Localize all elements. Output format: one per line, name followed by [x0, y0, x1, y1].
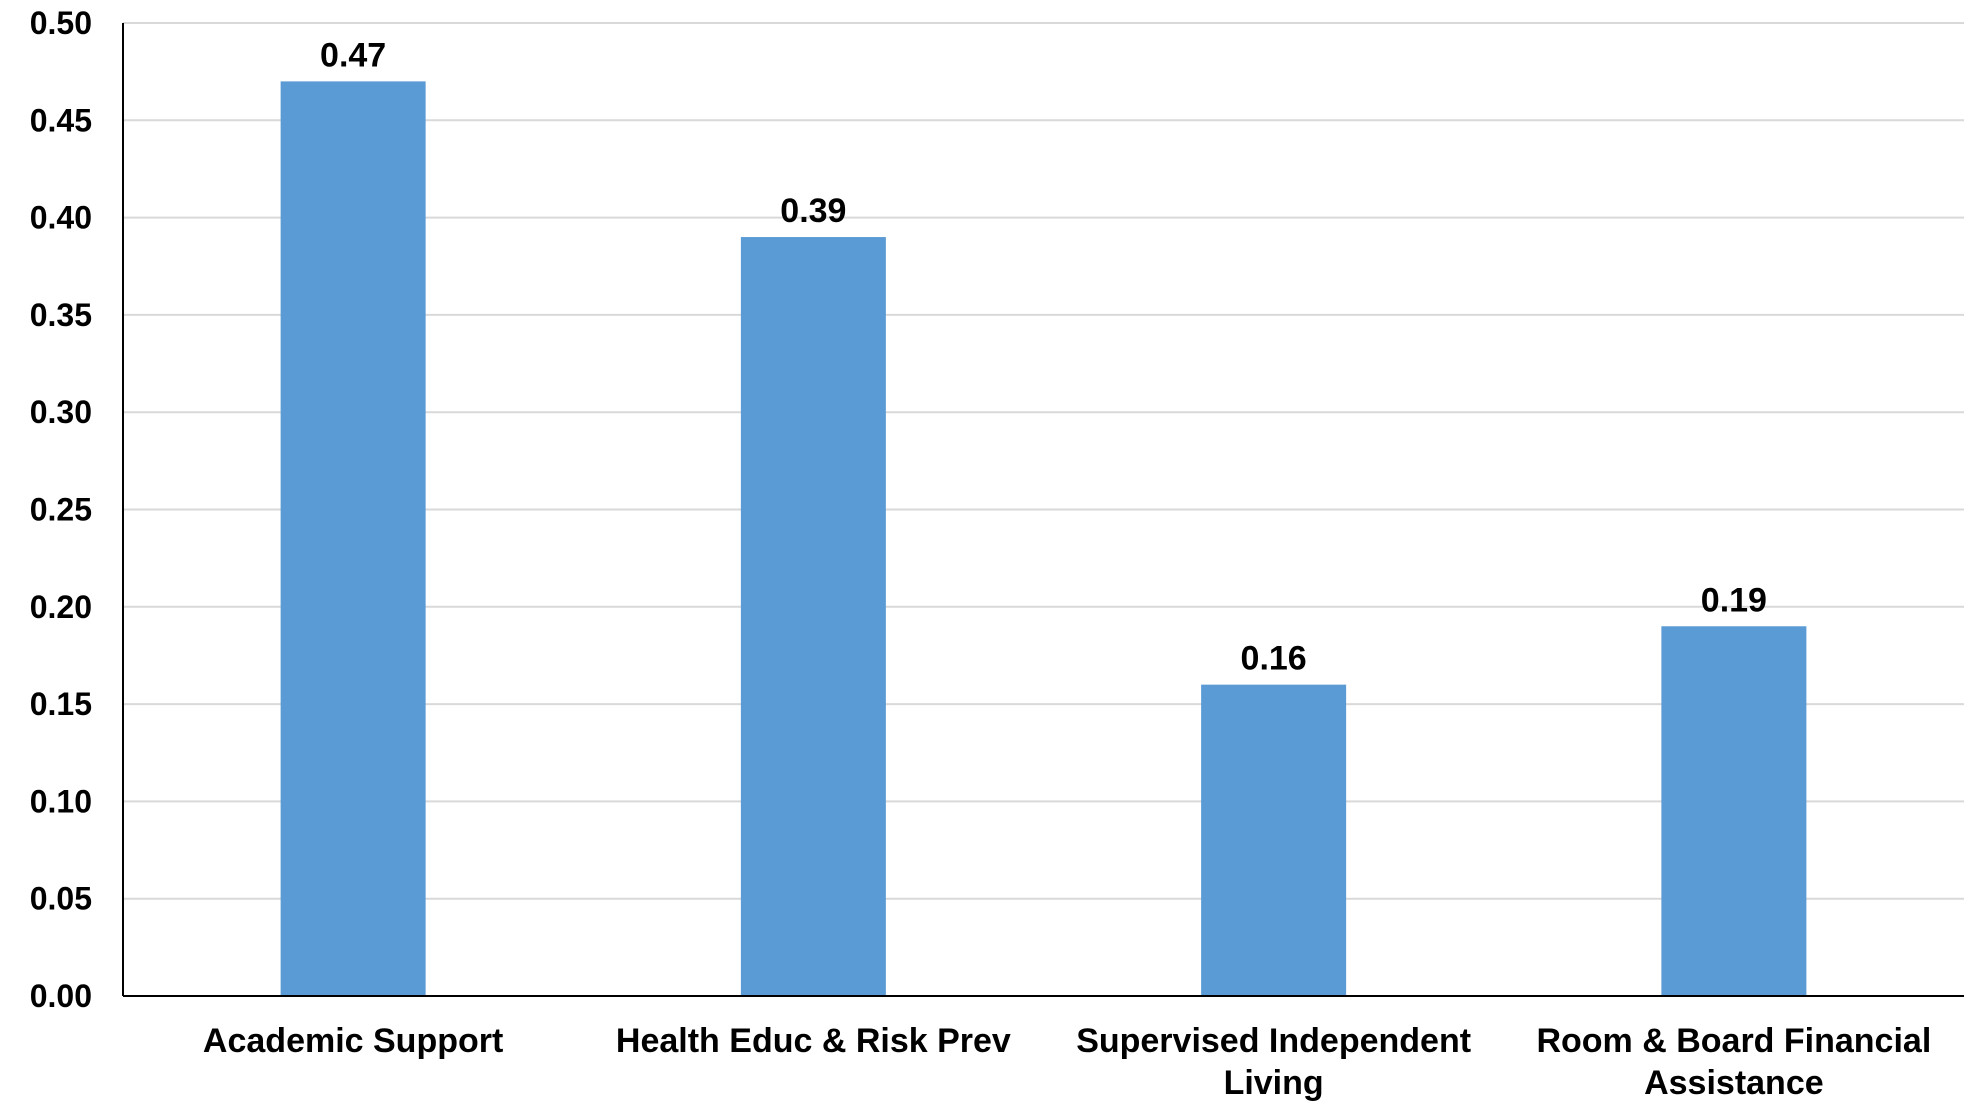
- x-tick-label: Room & Board Financial Assistance: [1536, 1022, 1931, 1102]
- data-label: 0.19: [1701, 581, 1767, 619]
- x-tick-label: Health Educ & Risk Prev: [616, 1022, 1011, 1060]
- y-tick-label: 0.00: [30, 978, 92, 1014]
- y-tick-label: 0.35: [30, 297, 92, 333]
- y-tick-label: 0.30: [30, 394, 92, 430]
- data-labels: 0.47 0.39 0.16 0.19: [320, 36, 1767, 677]
- bar: [1201, 684, 1347, 996]
- y-tick-label: 0.45: [30, 102, 92, 138]
- x-tick-label-line: Health Educ & Risk Prev: [616, 1022, 1011, 1060]
- y-axis: 0.00 0.05 0.10 0.15 0.20 0.25 0.30 0.35 0.40 0.45…: [30, 5, 124, 1014]
- y-tick-label: 0.10: [30, 783, 92, 819]
- x-tick-label: Supervised Independent Living: [1076, 1022, 1471, 1102]
- bars: [280, 81, 1807, 996]
- x-tick-label-line: Assistance: [1644, 1064, 1824, 1102]
- bar: [280, 81, 426, 996]
- y-tick-label: 0.50: [30, 5, 92, 41]
- y-tick-label: 0.15: [30, 686, 92, 722]
- x-axis: Academic Support Health Educ & Risk Prev S…: [123, 995, 1964, 1102]
- x-tick-label-line: Living: [1224, 1064, 1324, 1102]
- y-tick-label: 0.05: [30, 881, 92, 917]
- bar: [740, 237, 886, 996]
- data-label: 0.39: [780, 192, 846, 230]
- x-tick-label-line: Supervised Independent: [1076, 1022, 1471, 1060]
- bar: [1661, 626, 1807, 996]
- data-label: 0.16: [1241, 640, 1307, 678]
- x-tick-label-line: Room & Board Financial: [1536, 1022, 1931, 1060]
- x-tick-label-line: Academic Support: [203, 1022, 503, 1060]
- y-tick-label: 0.20: [30, 589, 92, 625]
- gridlines: [123, 22, 1964, 900]
- y-tick-label: 0.40: [30, 200, 92, 236]
- y-tick-label: 0.25: [30, 492, 92, 528]
- x-tick-label: Academic Support: [203, 1022, 503, 1060]
- data-label: 0.47: [320, 36, 386, 74]
